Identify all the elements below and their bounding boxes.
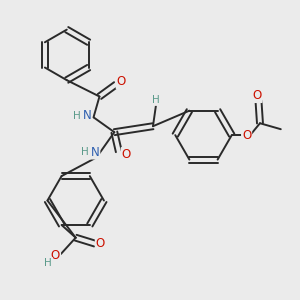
Text: H: H bbox=[44, 258, 52, 268]
Text: H: H bbox=[152, 95, 160, 105]
Text: O: O bbox=[116, 75, 126, 88]
Text: O: O bbox=[242, 129, 251, 142]
Text: H: H bbox=[81, 147, 88, 157]
Text: O: O bbox=[96, 237, 105, 250]
Text: H: H bbox=[73, 111, 81, 121]
Text: O: O bbox=[252, 89, 262, 102]
Text: O: O bbox=[122, 148, 131, 161]
Text: N: N bbox=[91, 146, 99, 159]
Text: O: O bbox=[51, 249, 60, 262]
Text: N: N bbox=[82, 109, 91, 122]
